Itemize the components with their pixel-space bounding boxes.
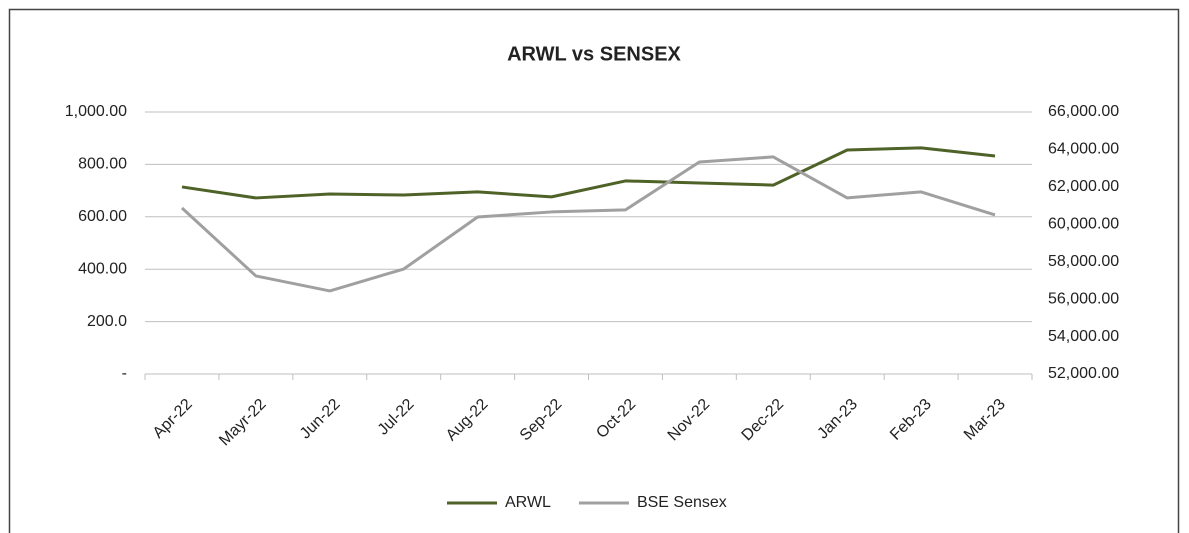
series-line — [180, 155, 996, 293]
x-tick-label: Jan-23 — [814, 396, 861, 443]
x-tick-label: Dec-22 — [739, 396, 788, 445]
y2-tick-label: 60,000.00 — [1048, 216, 1119, 233]
x-tick-label: Nov-22 — [665, 396, 714, 445]
y2-tick-label: 54,000.00 — [1048, 328, 1119, 345]
x-tick-label: Oct-22 — [593, 396, 639, 442]
x-tick-label: Aug-22 — [443, 396, 492, 445]
y-tick-label: 200.0 — [87, 313, 127, 330]
x-tick-label: Apr-22 — [150, 396, 196, 442]
x-tick-label: Mar-23 — [961, 396, 1009, 444]
series-line — [181, 146, 996, 200]
y2-tick-label: 52,000.00 — [1048, 365, 1119, 382]
y2-tick-label: 56,000.00 — [1048, 290, 1119, 307]
chart-border — [8, 8, 1180, 533]
x-tick-label: Mayr-22 — [216, 396, 270, 450]
chart-title: ARWL vs SENSEX — [507, 43, 681, 65]
y-tick-label: 400.00 — [78, 260, 127, 277]
y-tick-label: 800.00 — [78, 156, 127, 173]
legend-label: BSE Sensex — [637, 494, 727, 511]
y2-tick-label: 62,000.00 — [1048, 178, 1119, 195]
y2-tick-label: 58,000.00 — [1048, 253, 1119, 270]
x-tick-label: Jun-22 — [297, 396, 344, 443]
y2-tick-label: 66,000.00 — [1048, 103, 1119, 120]
x-tick-label: Jul-22 — [375, 396, 418, 439]
y-tick-label: 1,000.00 — [65, 103, 127, 120]
y-tick-label: - — [122, 365, 127, 382]
y-tick-label: 600.00 — [78, 208, 127, 225]
x-tick-label: Sep-22 — [517, 396, 566, 445]
legend-label: ARWL — [505, 494, 551, 511]
x-tick-label: Feb-23 — [887, 396, 935, 444]
y2-tick-label: 64,000.00 — [1048, 141, 1119, 158]
